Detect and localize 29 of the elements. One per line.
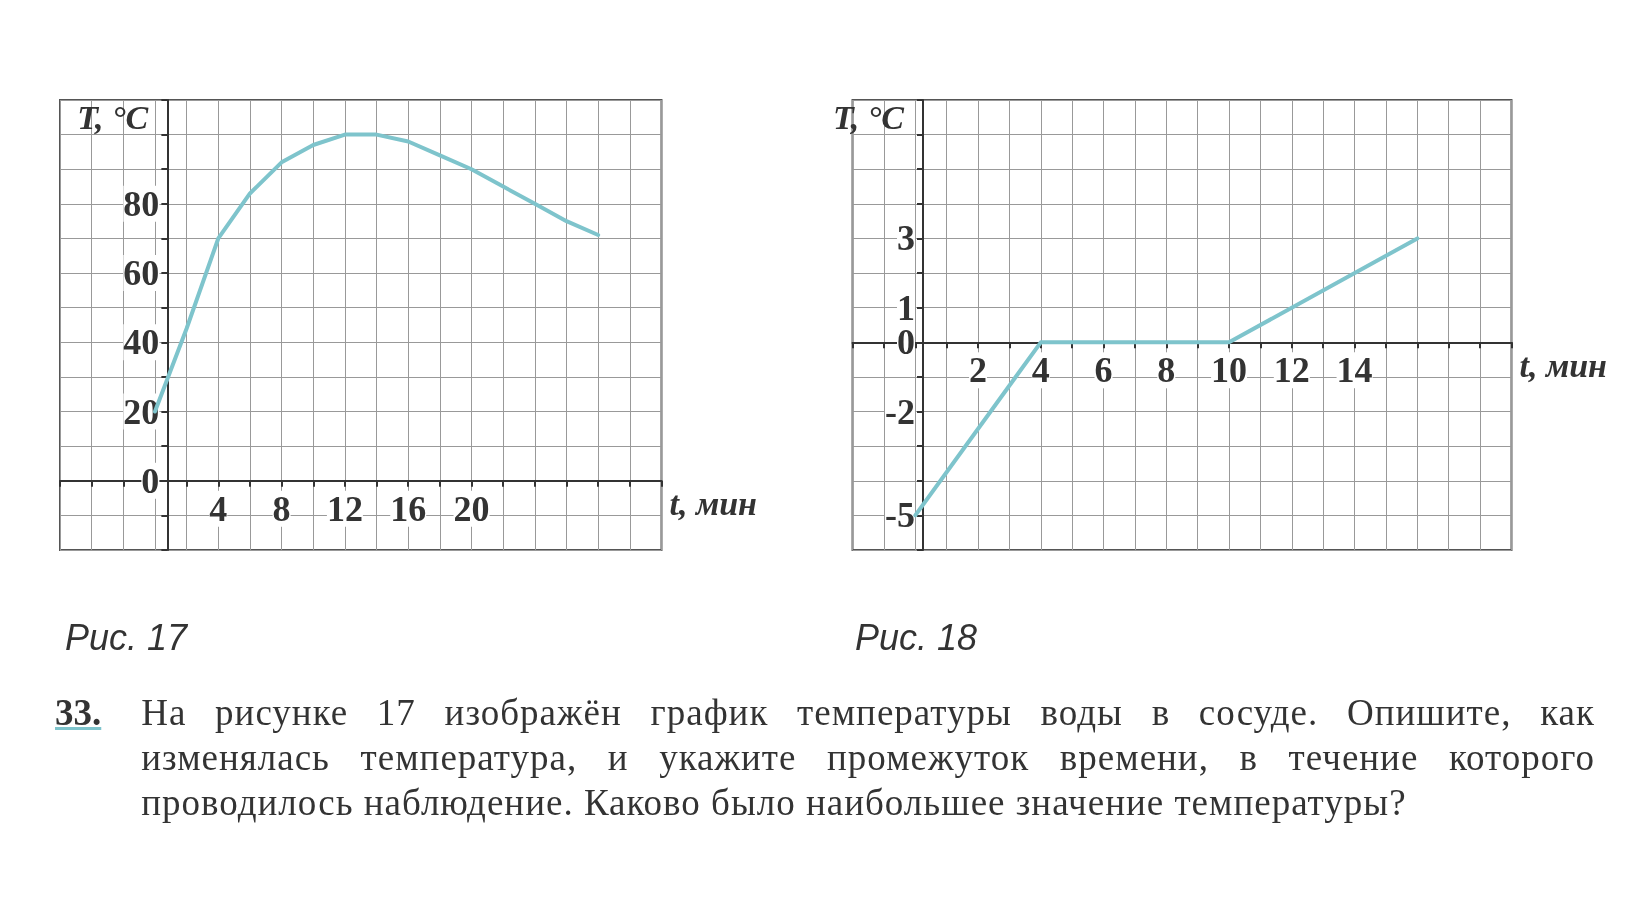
x-tick-label: 10	[1211, 350, 1248, 391]
x-tick-label: 8	[272, 488, 291, 529]
x-tick-label: 20	[453, 488, 490, 529]
y-tick-label: -5	[885, 495, 915, 536]
text: Рис. 18	[855, 616, 978, 658]
x-tick-label: 16	[390, 488, 427, 529]
y-tick-label: 40	[123, 322, 160, 363]
x-tick-label: 12	[326, 488, 363, 529]
text: На рисунке 17 изображён график температуры воды в сосуде. Опишите, как изменялась температура, и укажите промежуток времени, в течение которого проводилось наблюдение. Каково было наибольшее значение температуры?	[141, 691, 1595, 825]
y-tick-label: 60	[123, 253, 160, 294]
y-tick-label: 1	[897, 287, 915, 328]
y-tick-label: 0	[141, 460, 160, 501]
x-axis-title: t, мин	[669, 485, 758, 523]
x-axis-title: t, мин	[1519, 346, 1608, 384]
y-tick-label: 0	[897, 322, 915, 363]
x-tick-label: 8	[1157, 350, 1176, 391]
x-tick-label: 6	[1094, 350, 1113, 391]
y-tick-label: 80	[123, 183, 160, 224]
x-tick-label: 12	[1273, 350, 1310, 391]
y-tick-label: -2	[885, 391, 915, 432]
x-tick-label: 4	[1031, 350, 1050, 391]
text: 33.	[55, 691, 102, 735]
text: Рис. 17	[65, 616, 190, 658]
y-tick-label: 3	[897, 218, 915, 259]
x-tick-label: 14	[1336, 350, 1373, 391]
x-tick-label: 4	[209, 488, 228, 529]
x-tick-label: 2	[969, 350, 988, 391]
y-axis-title: T, °C	[833, 98, 905, 136]
y-axis-title: T, °C	[77, 98, 149, 136]
